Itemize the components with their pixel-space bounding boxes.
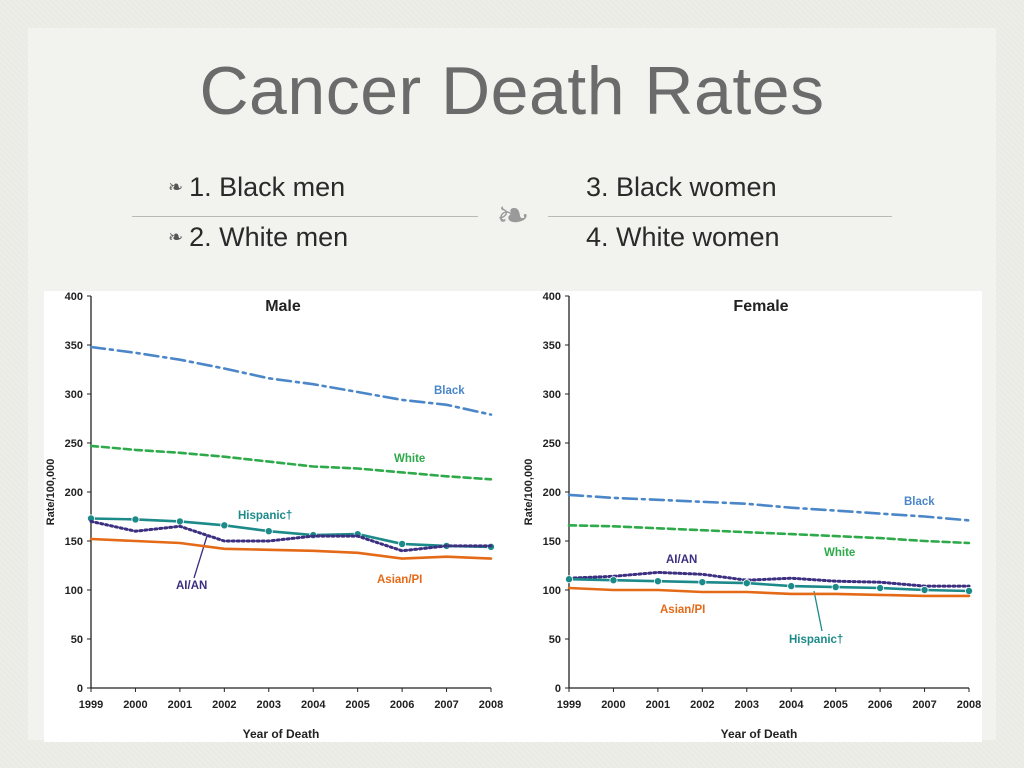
- x-tick-label: 2008: [957, 699, 981, 711]
- slide-title: Cancer Death Rates: [199, 53, 825, 129]
- series-label: Black: [904, 496, 935, 508]
- bullet-white-women: 4. White women: [586, 222, 780, 252]
- x-tick-label: 2004: [779, 699, 804, 711]
- data-point: [787, 582, 796, 591]
- y-tick-label: 350: [543, 340, 561, 352]
- series-line: [567, 524, 971, 545]
- series-line: [567, 570, 971, 588]
- label-leader: [813, 590, 823, 632]
- x-tick-label: 2007: [912, 699, 936, 711]
- x-tick-label: 2004: [301, 699, 326, 711]
- data-point: [565, 575, 574, 584]
- double-curl-icon: ❧: [168, 177, 184, 198]
- x-tick-label: 2002: [212, 699, 236, 711]
- y-tick-label: 100: [543, 585, 561, 597]
- x-tick-label: 1999: [557, 699, 581, 711]
- data-point: [965, 586, 974, 595]
- series-line: [89, 537, 493, 560]
- series-line: [89, 517, 493, 549]
- x-tick-label: 2005: [823, 699, 847, 711]
- series-label: Hispanic†: [238, 510, 292, 522]
- bullet-black-women: 3. Black women: [586, 172, 777, 202]
- x-tick-label: 2003: [735, 699, 759, 711]
- chart-panel: 0 50 100 150 200 250 300 350 400 1999 2000 2001 2002…: [44, 291, 982, 742]
- bullet-text: 1. Black men: [189, 172, 346, 202]
- x-tick-label: 2002: [690, 699, 714, 711]
- data-point: [831, 583, 840, 592]
- y-tick-label: 250: [65, 438, 83, 450]
- y-tick-label: 50: [71, 634, 83, 646]
- y-tick-label: 200: [65, 487, 83, 499]
- series-line: [567, 577, 971, 593]
- series-line: [89, 519, 493, 553]
- y-tick-label: 200: [543, 487, 561, 499]
- y-tick-label: 350: [65, 340, 83, 352]
- x-tick-label: 2008: [479, 699, 503, 711]
- double-curl-icon: ❧: [168, 227, 184, 248]
- x-axis-label: Year of Death: [721, 727, 798, 741]
- series-line: [89, 444, 493, 481]
- y-axis-label: Rate/100,000: [45, 459, 57, 526]
- y-axis-label: Rate/100,000: [523, 459, 535, 526]
- chart-title: Female: [733, 298, 788, 315]
- data-point: [609, 576, 618, 585]
- x-tick-label: 2000: [123, 699, 147, 711]
- bullet-black-men: ❧ 1. Black men: [168, 172, 345, 203]
- data-point: [920, 585, 929, 594]
- x-tick-label: 2006: [868, 699, 892, 711]
- curl-ornament-icon: ❧: [478, 192, 548, 240]
- series-label: White: [394, 453, 425, 465]
- x-tick-label: 2007: [434, 699, 458, 711]
- y-tick-label: 400: [65, 291, 83, 303]
- data-point: [264, 527, 273, 536]
- series-label: AI/AN: [176, 580, 207, 592]
- y-tick-label: 0: [77, 683, 83, 695]
- series-line: [89, 345, 493, 416]
- series-line: [567, 493, 971, 522]
- y-tick-label: 400: [543, 291, 561, 303]
- x-tick-label: 2003: [257, 699, 281, 711]
- y-tick-label: 50: [549, 634, 561, 646]
- y-tick-label: 150: [543, 536, 561, 548]
- y-tick-label: 300: [543, 389, 561, 401]
- data-point: [698, 578, 707, 587]
- chart-title: Male: [265, 298, 301, 315]
- x-axis-label: Year of Death: [243, 727, 320, 741]
- x-tick-label: 2000: [601, 699, 625, 711]
- x-tick-label: 2006: [390, 699, 414, 711]
- y-tick-label: 0: [555, 683, 561, 695]
- data-point: [131, 515, 140, 524]
- series-label: Black: [434, 385, 465, 397]
- series-label: Asian/PI: [660, 604, 705, 616]
- bullet-white-men: ❧ 2. White men: [168, 222, 348, 253]
- x-tick-label: 2005: [345, 699, 369, 711]
- data-point: [175, 517, 184, 526]
- series-label: Asian/PI: [377, 574, 422, 586]
- y-tick-label: 300: [65, 389, 83, 401]
- x-tick-label: 2001: [168, 699, 192, 711]
- series-label: AI/AN: [666, 554, 697, 566]
- data-point: [398, 539, 407, 548]
- bullet-text: 2. White men: [189, 222, 349, 252]
- data-point: [220, 521, 229, 530]
- x-tick-label: 1999: [79, 699, 103, 711]
- data-point: [742, 579, 751, 588]
- x-tick-label: 2001: [646, 699, 670, 711]
- series-label: White: [824, 547, 855, 559]
- label-leader: [193, 535, 208, 579]
- y-tick-label: 150: [65, 536, 83, 548]
- data-point: [876, 584, 885, 593]
- series-label: Hispanic†: [789, 634, 843, 646]
- y-tick-label: 100: [65, 585, 83, 597]
- data-point: [653, 577, 662, 586]
- y-tick-label: 250: [543, 438, 561, 450]
- series-line: [567, 586, 971, 598]
